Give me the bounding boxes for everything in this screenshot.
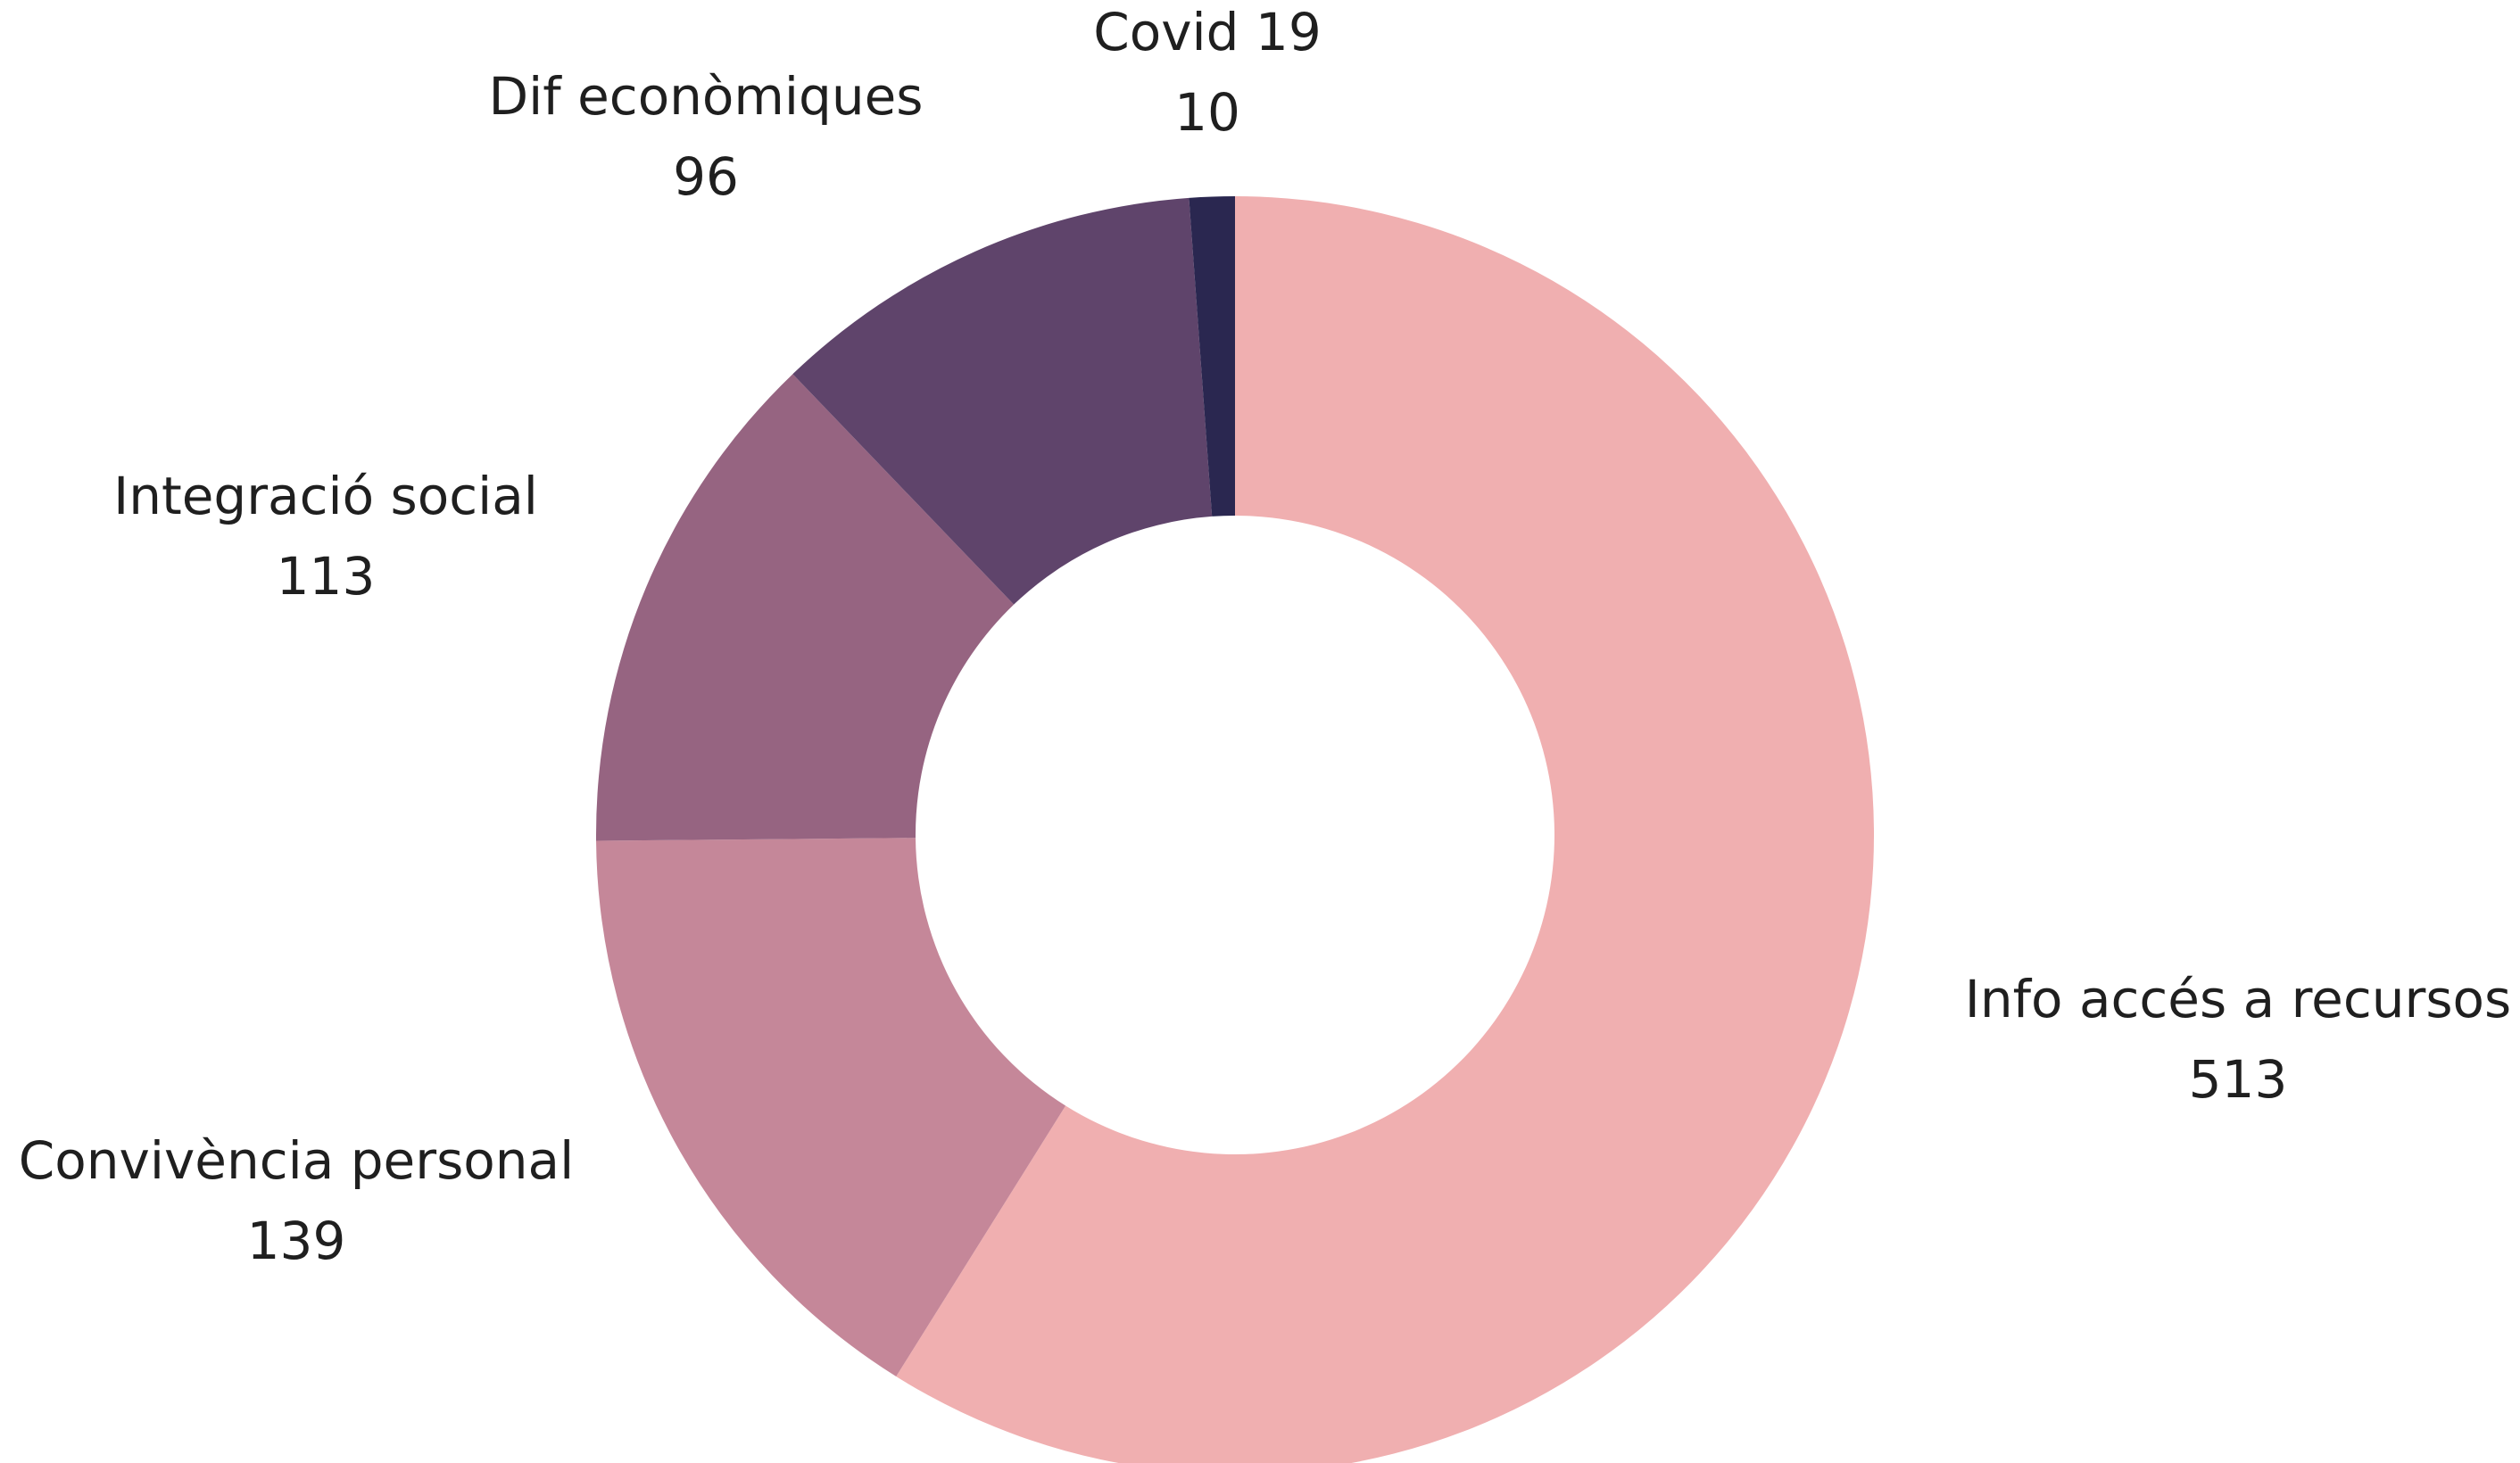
value-label: 113 — [277, 546, 376, 607]
value-label: 10 — [1174, 82, 1240, 143]
donut-slice — [896, 196, 1874, 1463]
donut-slice — [596, 838, 1066, 1376]
donut-slice — [792, 197, 1213, 605]
donut-slice — [1189, 196, 1235, 517]
value-label: 139 — [247, 1211, 346, 1271]
slice-label: Info accés a recursos — [1965, 969, 2512, 1029]
slice-label: Integració social — [113, 466, 538, 526]
donut-slice — [596, 374, 1015, 841]
slice-label: Dif econòmiques — [488, 66, 923, 127]
slice-label: Covid 19 — [1093, 2, 1321, 62]
value-label: 513 — [2189, 1049, 2288, 1110]
value-label: 96 — [673, 146, 739, 207]
slice-label: Convivència personal — [19, 1130, 574, 1191]
